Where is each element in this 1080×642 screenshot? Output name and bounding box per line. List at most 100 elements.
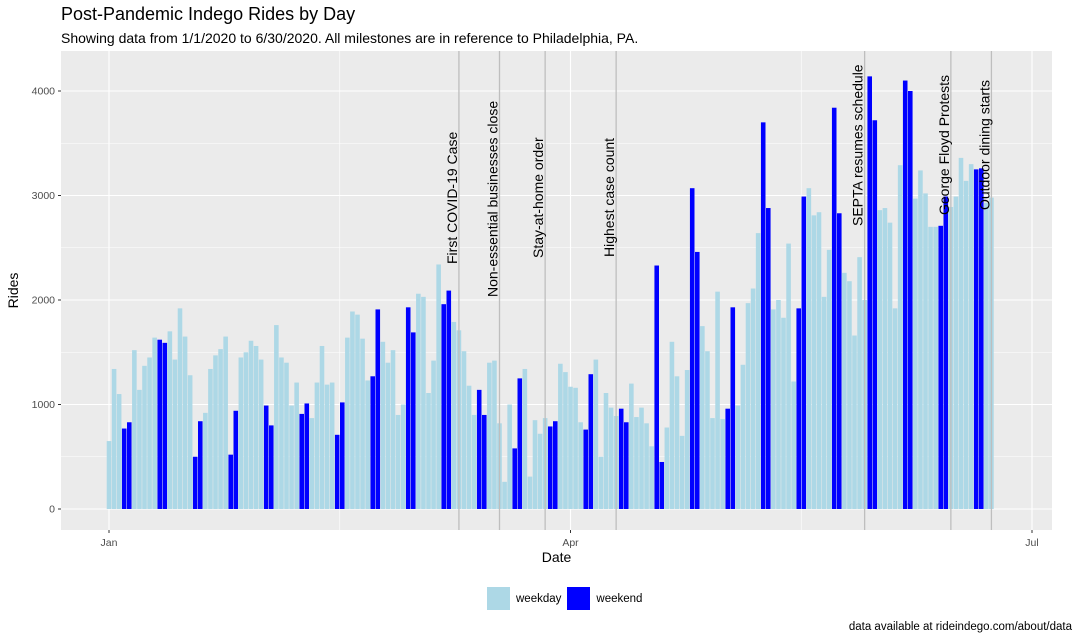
bar-weekday bbox=[142, 365, 147, 509]
bar-weekday bbox=[745, 303, 751, 509]
bar-weekday bbox=[238, 357, 244, 509]
bar-weekday bbox=[740, 364, 746, 509]
bar-weekday bbox=[345, 337, 350, 509]
bar-weekday bbox=[573, 387, 578, 509]
bar-weekday bbox=[826, 249, 832, 509]
bar-weekday bbox=[248, 340, 254, 509]
bar-weekend bbox=[618, 408, 624, 509]
chart-subtitle: Showing data from 1/1/2020 to 6/30/2020.… bbox=[61, 30, 639, 46]
bar-weekday bbox=[502, 481, 507, 509]
bar-weekday bbox=[568, 386, 573, 509]
bar-weekday bbox=[928, 226, 933, 509]
bar-weekend bbox=[340, 402, 345, 509]
bar-weekend bbox=[233, 410, 239, 509]
bar-weekend bbox=[872, 120, 878, 509]
bar-weekday bbox=[253, 345, 259, 509]
bar-weekend bbox=[760, 122, 766, 509]
bar-weekday bbox=[380, 341, 386, 509]
bar-weekend bbox=[476, 389, 482, 509]
bar-weekday bbox=[771, 309, 776, 509]
bar-weekday bbox=[608, 407, 614, 509]
bar-weekday bbox=[679, 435, 685, 509]
y-tick-label: 1000 bbox=[32, 399, 56, 411]
bar-weekday bbox=[887, 222, 893, 510]
bar-weekday bbox=[350, 311, 355, 509]
bar-weekday bbox=[629, 383, 634, 509]
bar-weekday bbox=[243, 352, 249, 509]
legend-label-weekend: weekend bbox=[596, 592, 643, 605]
y-tick-label: 2000 bbox=[32, 295, 56, 307]
bar-weekday bbox=[329, 382, 335, 509]
bar-weekday bbox=[492, 360, 497, 509]
bar-weekday bbox=[821, 296, 827, 509]
bar-weekend bbox=[654, 265, 659, 509]
legend-item-weekend: weekend bbox=[567, 587, 642, 610]
x-tick-label: Jul bbox=[1025, 537, 1038, 549]
bar-weekday bbox=[913, 198, 918, 509]
bar-weekday bbox=[390, 350, 396, 509]
bar-weekday bbox=[882, 208, 888, 510]
bar-weekday bbox=[436, 264, 441, 509]
bar-weekday bbox=[644, 423, 649, 509]
bar-weekend bbox=[304, 403, 310, 509]
bar-weekday bbox=[958, 157, 964, 509]
bar-weekend bbox=[973, 169, 979, 509]
bar-weekday bbox=[279, 357, 284, 509]
data-source-caption: data available at rideindego.com/about/d… bbox=[848, 621, 1072, 633]
bar-weekend bbox=[334, 434, 340, 509]
bar-weekend bbox=[902, 80, 908, 510]
bar-weekday bbox=[563, 372, 568, 509]
bar-weekday bbox=[106, 441, 112, 509]
bar-weekday bbox=[203, 412, 208, 509]
bar-weekday bbox=[294, 382, 299, 509]
bar-weekday bbox=[223, 336, 228, 509]
bar-weekend bbox=[831, 107, 837, 509]
bar-weekend bbox=[375, 309, 381, 509]
bar-weekend bbox=[127, 422, 132, 509]
bar-weekday bbox=[182, 336, 188, 509]
bar-weekday bbox=[700, 326, 705, 509]
bar-weekday bbox=[421, 296, 426, 509]
bar-weekend bbox=[157, 339, 162, 509]
bar-weekday bbox=[811, 215, 817, 510]
legend-label-weekday: weekday bbox=[516, 592, 562, 605]
bar-weekday bbox=[487, 362, 492, 509]
legend-swatch-weekday bbox=[487, 587, 510, 610]
bar-weekday bbox=[664, 427, 670, 509]
bar-weekday bbox=[897, 165, 903, 509]
legend-item-weekday: weekday bbox=[487, 587, 561, 610]
bar-weekend bbox=[938, 225, 943, 509]
bar-weekend bbox=[269, 425, 274, 509]
bar-weekend bbox=[162, 342, 168, 509]
bar-weekday bbox=[933, 226, 938, 509]
bar-weekend bbox=[837, 213, 842, 509]
bar-weekday bbox=[755, 233, 761, 509]
bar-weekday bbox=[461, 351, 467, 509]
legend: weekday weekend bbox=[487, 587, 648, 610]
x-tick-label: Jan bbox=[101, 537, 118, 549]
bar-weekday bbox=[319, 345, 325, 509]
bar-weekend bbox=[801, 196, 807, 510]
bar-weekend bbox=[659, 461, 665, 509]
bar-weekday bbox=[781, 317, 786, 509]
bar-weekday bbox=[355, 314, 360, 509]
milestone-label: Outdoor dining starts bbox=[976, 80, 992, 210]
y-tick-label: 4000 bbox=[32, 86, 56, 98]
bar-weekend bbox=[192, 456, 198, 509]
bar-weekend bbox=[730, 307, 736, 509]
bar-weekday bbox=[634, 417, 639, 509]
bar-weekday bbox=[218, 349, 223, 509]
bar-weekend bbox=[943, 196, 949, 510]
bar-weekday bbox=[852, 335, 857, 509]
bar-weekday bbox=[208, 368, 213, 509]
bar-weekend bbox=[228, 454, 233, 509]
bar-weekday bbox=[669, 341, 675, 509]
bar-weekday bbox=[537, 433, 543, 509]
bar-weekday bbox=[750, 288, 756, 509]
bar-weekday bbox=[416, 293, 421, 509]
bar-weekday bbox=[177, 308, 183, 509]
y-tick-label: 3000 bbox=[32, 190, 56, 202]
bar-weekday bbox=[857, 257, 862, 509]
bar-weekend bbox=[446, 290, 452, 509]
bar-weekend bbox=[695, 251, 700, 509]
